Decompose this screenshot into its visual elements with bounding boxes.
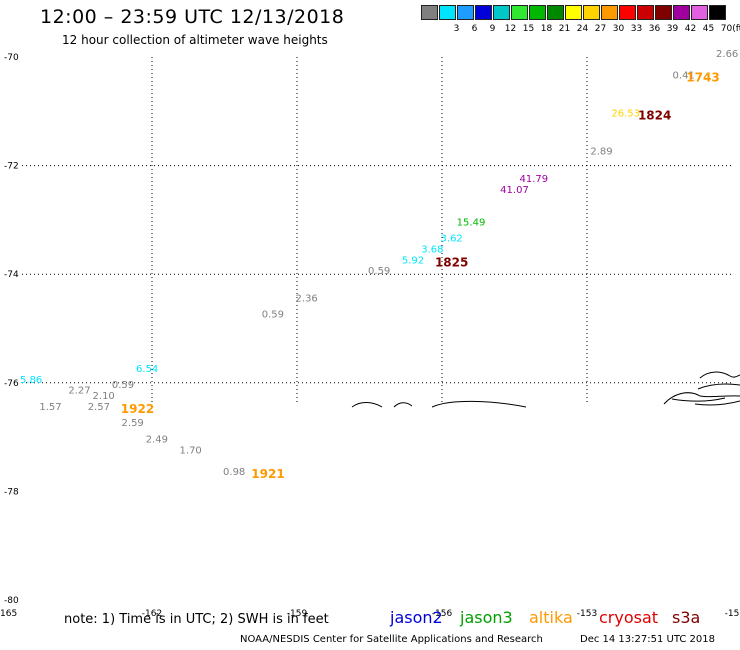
- legend-bin-label: 39: [666, 24, 679, 34]
- legend-swatch: [601, 5, 618, 20]
- island-coastline: [663, 371, 740, 406]
- swh-value: 0.59: [262, 310, 284, 321]
- pass-time: 1824: [638, 109, 671, 123]
- swh-value: 2.27: [68, 386, 90, 397]
- legend-swatch: [493, 5, 510, 20]
- legend-bin-label: 30: [612, 24, 625, 34]
- swh-value: 6.54: [136, 364, 158, 375]
- mission-name: jason2: [390, 608, 443, 627]
- x-tick-label: -165: [0, 609, 17, 619]
- x-tick-label: -162: [142, 609, 162, 619]
- legend-swatch: [475, 5, 492, 20]
- axis-ticks: -165 -162 -159 -156 -153 -15 -70 -72 -74 -76 -78 -8…: [0, 53, 739, 619]
- x-tick-label: -15: [725, 609, 740, 619]
- swh-value: 2.66: [716, 49, 738, 60]
- x-tick-label: -156: [432, 609, 453, 619]
- legend-bin-label: 9: [489, 24, 496, 34]
- legend-bin-label: 3: [453, 24, 460, 34]
- pass-time: 1825: [435, 255, 468, 269]
- legend-swatch: [565, 5, 582, 20]
- legend-bin-label: 24: [576, 24, 589, 34]
- pass-time: 1743: [686, 71, 719, 85]
- legend-swatch: [637, 5, 654, 20]
- generated-timestamp: Dec 14 13:27:51 UTC 2018: [580, 634, 715, 645]
- mission-name: s3a: [672, 608, 701, 627]
- swh-value: 2.49: [146, 435, 168, 446]
- swh-value: 0.98: [223, 467, 245, 478]
- swh-value: 15.49: [457, 217, 486, 228]
- swh-value: 41.07: [500, 185, 529, 196]
- legend-swatch: [511, 5, 528, 20]
- x-tick-label: -153: [577, 609, 597, 619]
- swh-value: 2.36: [296, 293, 318, 304]
- chart-subtitle: 12 hour collection of altimeter wave hei…: [62, 33, 328, 47]
- legend-swatch: [583, 5, 600, 20]
- y-tick-label: -76: [4, 379, 19, 389]
- legend-bin-label: 42: [684, 24, 697, 34]
- swh-value: 41.79: [520, 174, 549, 185]
- swh-value: 3.62: [441, 234, 463, 245]
- legend-bin-label: 15: [522, 24, 535, 34]
- coastline: [351, 371, 740, 408]
- x-tick-label: -159: [287, 609, 308, 619]
- swh-value: 5.86: [20, 375, 42, 386]
- swh-value: 26.53: [611, 109, 640, 120]
- swh-value: 0.41: [673, 71, 695, 82]
- swh-value: 5.92: [402, 255, 424, 266]
- mission-name: cryosat: [599, 608, 659, 627]
- legend-swatch: [655, 5, 672, 20]
- y-tick-label: -72: [4, 162, 19, 172]
- swh-value: 2.10: [93, 391, 115, 402]
- swh-value: 2.89: [590, 147, 612, 158]
- legend-bin-label: 6: [471, 24, 478, 34]
- y-tick-label: -70: [4, 53, 19, 63]
- swh-value: 3.68: [421, 244, 443, 255]
- chart-title: 12:00 – 23:59 UTC 12/13/2018: [40, 6, 345, 28]
- y-tick-label: -80: [4, 596, 19, 606]
- legend-bin-label: 27: [594, 24, 607, 34]
- legend-swatch: [619, 5, 636, 20]
- credit-line: NOAA/NESDIS Center for Satellite Applica…: [240, 634, 543, 645]
- swh-value: 1.57: [39, 402, 61, 413]
- swh-value: 1.70: [180, 445, 202, 456]
- swh-value: 2.57: [88, 402, 110, 413]
- pass-time: 1922: [121, 402, 154, 416]
- legend-bin-label: 18: [540, 24, 553, 34]
- legend-swatch: [673, 5, 690, 20]
- ice-shelf-coastline: [351, 400, 527, 408]
- legend-swatch: [421, 5, 438, 20]
- y-tick-label: -74: [4, 270, 19, 280]
- legend-swatch: [547, 5, 564, 20]
- swh-value: 2.59: [122, 418, 144, 429]
- legend-swatch: [439, 5, 456, 20]
- legend-bin-label: 12: [504, 24, 517, 34]
- legend-swatch: [691, 5, 708, 20]
- legend-bin-label: 70: [720, 24, 733, 34]
- y-tick-label: -78: [4, 487, 19, 497]
- legend-bin-label: 21: [558, 24, 571, 34]
- swh-value: 0.59: [112, 380, 134, 391]
- pass-time-labels: 1743 1824 1825 1922 1921: [121, 71, 720, 481]
- mission-name: jason3: [460, 608, 513, 627]
- swh-value: 0.59: [368, 266, 390, 277]
- legend-swatch: [529, 5, 546, 20]
- legend-bin-label: 45: [702, 24, 715, 34]
- legend-swatch: [709, 5, 726, 20]
- legend-bin-label: 36: [648, 24, 661, 34]
- legend-swatch: [457, 5, 474, 20]
- legend-bin-label: 33: [630, 24, 643, 34]
- footer-note: note: 1) Time is in UTC; 2) SWH is in fe…: [64, 612, 329, 627]
- pass-time: 1921: [251, 467, 284, 481]
- legend-unit: (ft): [732, 24, 740, 34]
- mission-name: altika: [529, 608, 573, 627]
